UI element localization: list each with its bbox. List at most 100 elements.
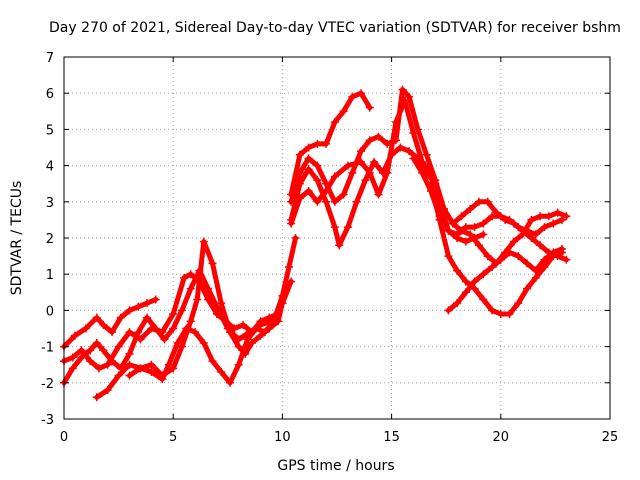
data-point-marker [505,248,514,257]
data-point-marker [365,103,374,112]
data-point-marker [313,176,322,185]
data-point-marker [557,244,566,253]
y-tick-label: -2 [41,377,54,392]
data-point-marker [114,342,123,351]
data-point-marker [252,324,261,333]
data-point-marker [544,212,553,221]
data-point-marker [496,212,505,221]
data-point-marker [142,299,151,308]
data-point-marker [374,190,383,199]
data-point-marker [313,161,322,170]
data-point-marker [488,306,497,315]
data-point-marker [239,320,248,329]
data-point-marker [287,219,296,228]
data-point-marker [284,262,293,271]
data-point-marker [114,371,123,380]
data-point-marker [103,360,112,369]
data-point-marker [217,299,226,308]
data-point-marker [313,197,322,206]
data-point-marker [208,259,217,268]
data-point-marker [365,136,374,145]
data-point-marker [488,262,497,271]
tick-layer: 0 5 10 15 20 25 -3 -2 -1 0 1 2 3 4 5 6 7 [41,51,618,445]
data-point-marker [426,168,435,177]
x-axis-label: GPS time / hours [277,458,394,474]
data-point-marker [313,139,322,148]
data-point-marker [199,237,208,246]
data-point-marker [531,273,540,282]
data-point-marker [348,92,357,101]
data-point-marker [409,129,418,138]
y-tick-label: 7 [46,51,54,66]
data-point-marker [212,302,221,311]
series-track-5 [125,237,296,380]
data-point-marker [243,335,252,344]
x-tick-label: 25 [602,430,619,445]
y-tick-label: 5 [46,123,54,138]
series-line [288,90,373,198]
data-point-marker [287,277,296,286]
data-point-marker [295,194,304,203]
series-track-12 [409,154,488,246]
x-tick-label: 10 [274,430,291,445]
data-point-marker [509,237,518,246]
data-point-marker [234,360,243,369]
series-track-9 [287,96,566,239]
data-point-marker [496,255,505,264]
y-tick-label: 3 [46,196,54,211]
data-point-marker [256,320,265,329]
data-point-marker [461,288,470,297]
data-point-marker [470,277,479,286]
data-point-marker [470,234,479,242]
data-point-marker [92,313,101,322]
data-point-marker [177,342,186,351]
y-tick-label: 4 [46,160,54,175]
data-point-marker [479,230,488,239]
data-point-marker [374,132,383,141]
data-point-marker [330,118,339,127]
data-point-marker [147,367,156,376]
y-tick-label: 2 [46,232,54,247]
data-point-marker [199,338,208,347]
data-point-marker [208,357,217,366]
data-point-marker [278,299,287,308]
data-point-marker [322,186,331,195]
data-point-marker [241,349,250,358]
data-point-marker [461,277,470,286]
data-point-marker [426,186,435,195]
series-line [428,181,565,317]
data-point-marker [523,284,532,293]
data-point-marker [295,179,304,188]
data-point-marker [151,295,160,304]
data-point-marker [330,223,339,232]
data-point-marker [99,346,108,355]
data-point-marker [322,197,331,206]
data-point-marker [304,186,313,195]
data-point-marker [457,212,466,221]
data-point-marker [191,328,200,337]
data-point-marker [444,306,453,315]
data-point-marker [474,241,483,250]
data-point-marker [169,310,178,319]
data-point-marker [330,197,339,206]
series-track-6 [287,89,374,199]
data-point-marker [86,346,95,355]
data-point-marker [383,168,392,177]
data-point-marker [125,349,134,358]
data-point-marker [418,157,427,166]
data-point-marker [453,299,462,308]
data-point-marker [180,273,189,282]
data-point-marker [348,168,357,177]
data-point-marker [531,230,540,239]
data-point-marker [352,197,361,206]
data-point-marker [86,357,95,366]
series-line [445,246,565,313]
data-point-marker [256,331,265,340]
x-tick-label: 15 [383,430,400,445]
data-point-marker [125,371,134,380]
data-point-marker [265,324,274,333]
data-point-marker [405,147,414,156]
data-point-marker [466,205,475,214]
